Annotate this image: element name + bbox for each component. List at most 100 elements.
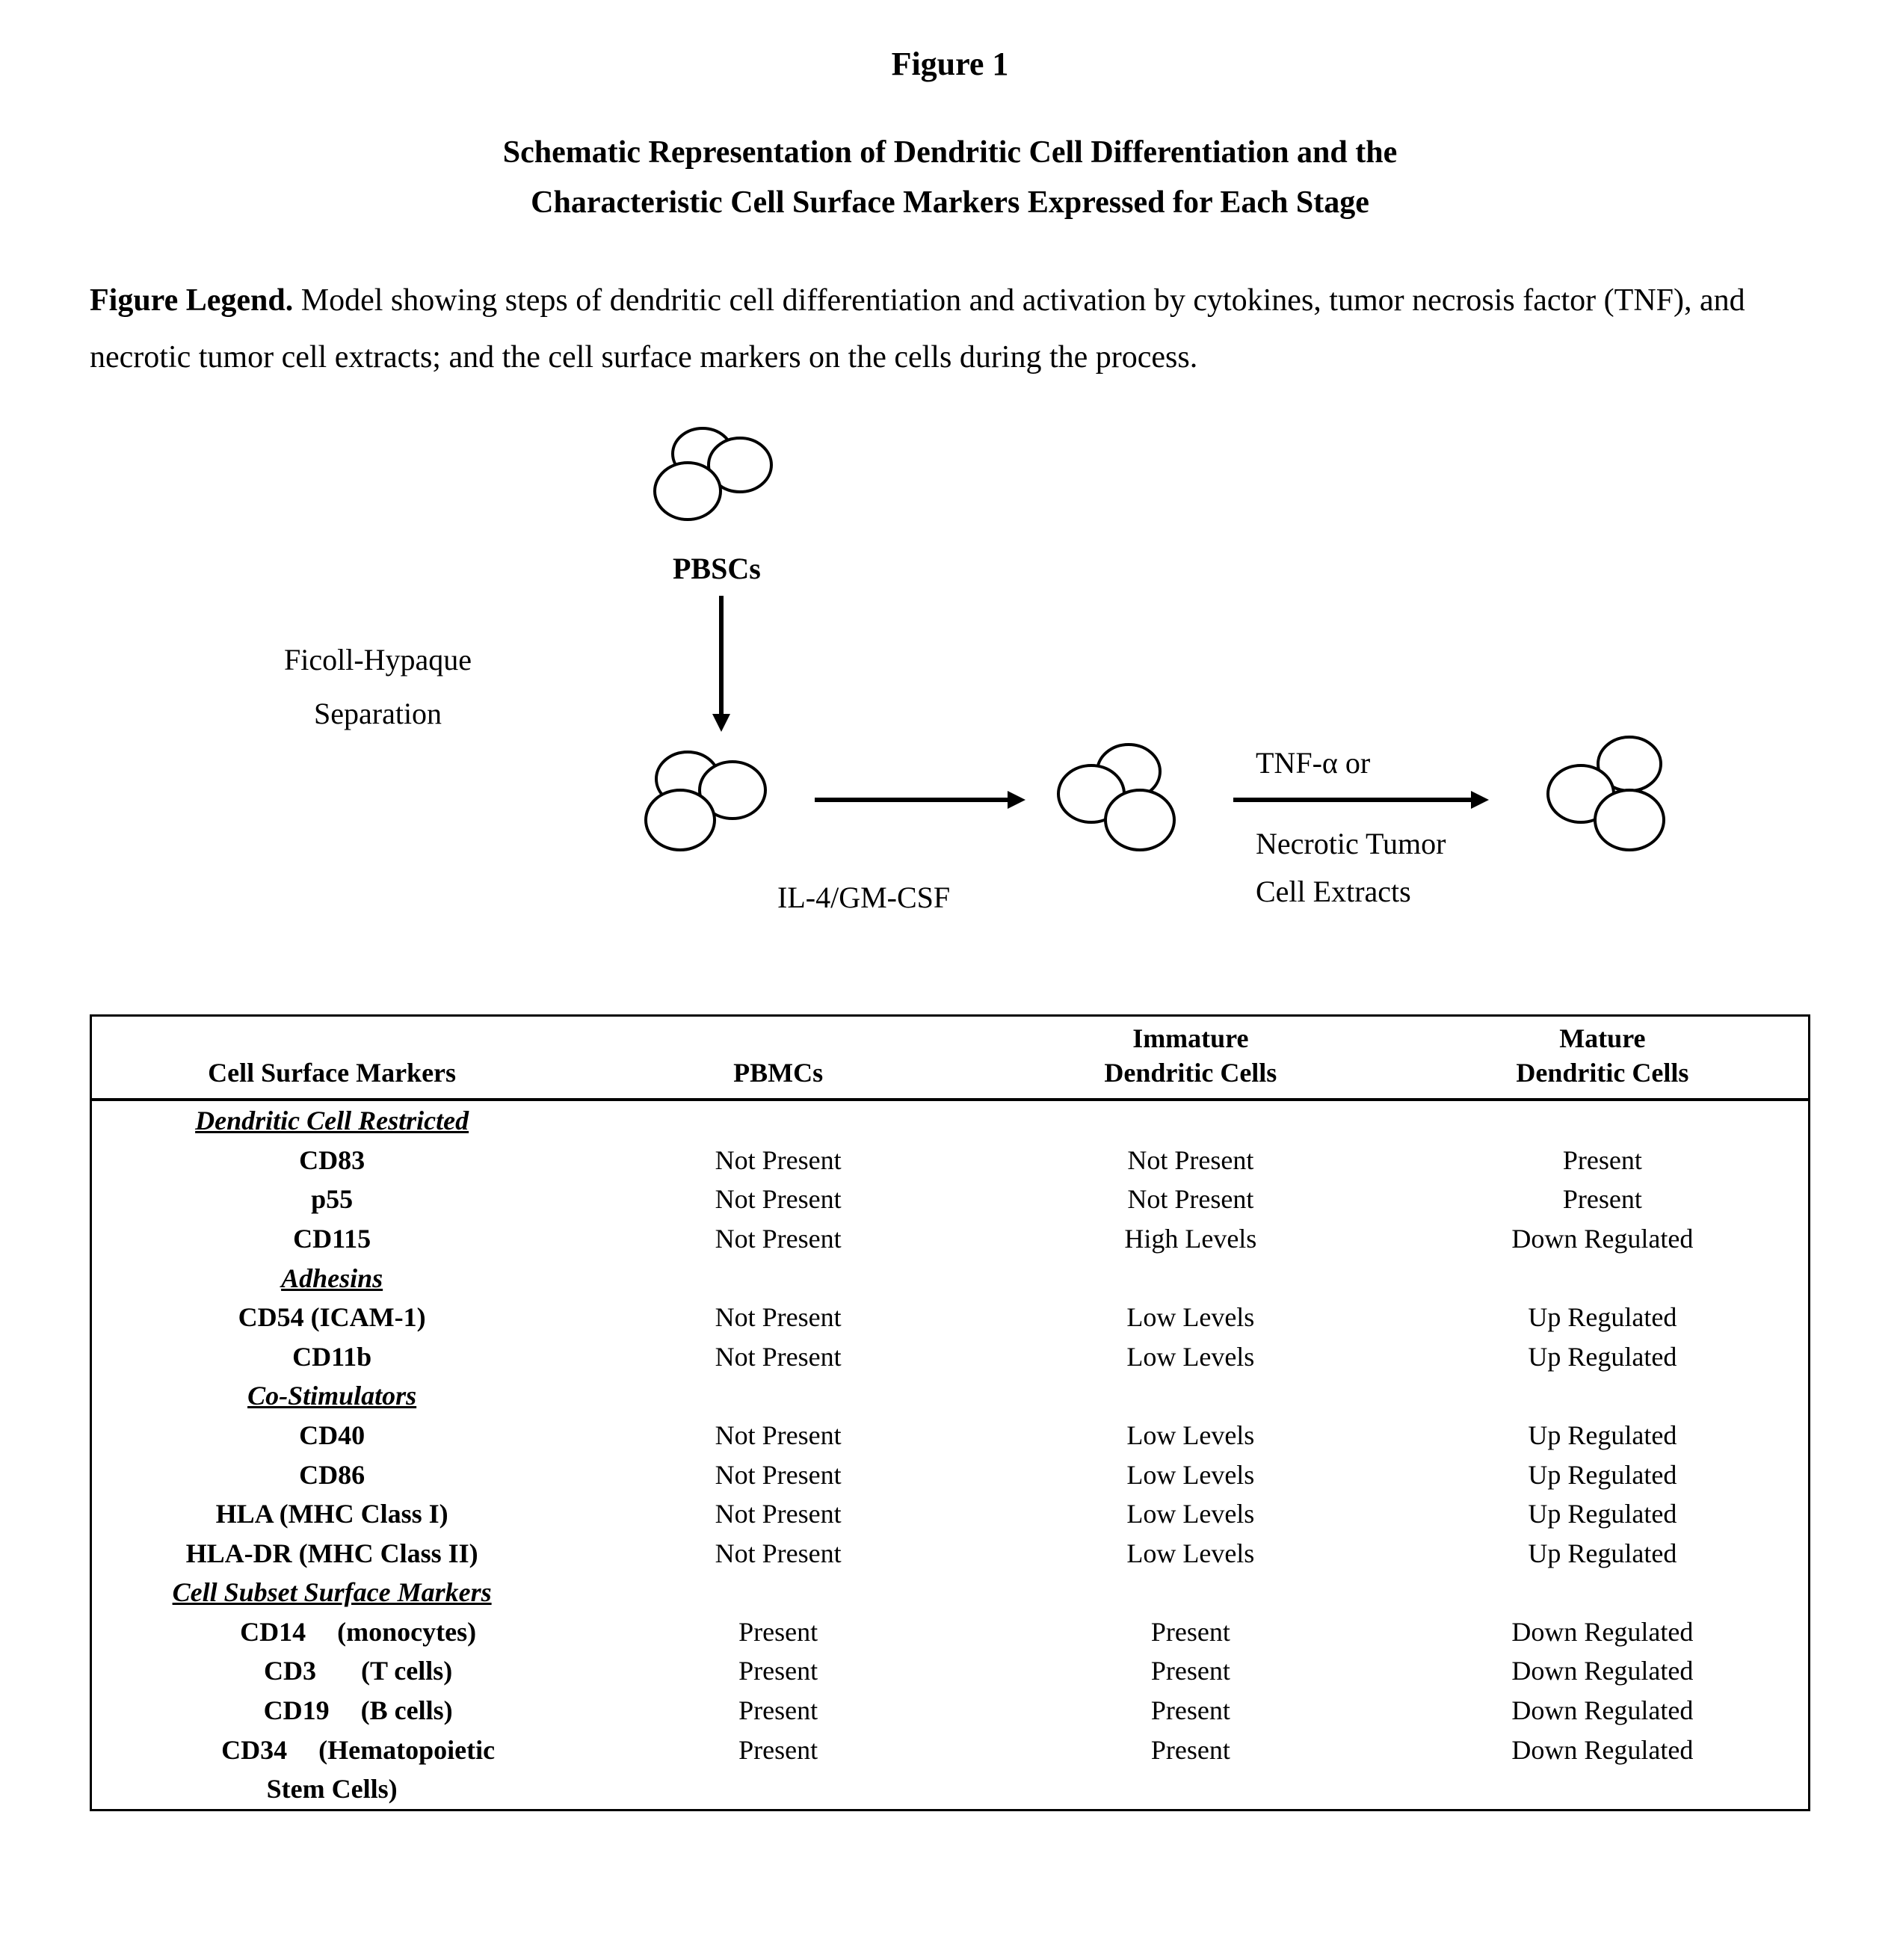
table-row: HLA (MHC Class I)Not PresentLow LevelsUp… — [91, 1494, 1810, 1534]
figure-title: Figure 1 — [90, 45, 1810, 83]
header-markers: Cell Surface Markers — [91, 1015, 573, 1100]
empty-cell — [572, 1769, 984, 1810]
value-cell: Not Present — [984, 1141, 1397, 1180]
cell-cluster-immature — [1046, 738, 1196, 857]
header-mature: Mature Dendritic Cells — [1397, 1015, 1810, 1100]
legend-label: Figure Legend. — [90, 283, 293, 318]
group-title-cell: Dendritic Cell Restricted — [91, 1100, 573, 1141]
group-title-cell: Adhesins — [91, 1259, 573, 1298]
pbscs-label: PBSCs — [673, 551, 761, 586]
arrow-right-1 — [815, 798, 1009, 802]
figure-subtitle: Schematic Representation of Dendritic Ce… — [90, 128, 1810, 228]
cell-cluster-pbscs — [643, 424, 792, 528]
marker-cell: CD115 — [91, 1219, 573, 1259]
marker-cell: p55 — [91, 1180, 573, 1219]
table-group-header: Dendritic Cell Restricted — [91, 1100, 1810, 1141]
value-cell: Not Present — [572, 1494, 984, 1534]
group-title-cell: Co-Stimulators — [91, 1376, 573, 1416]
table-row: CD54 (ICAM-1)Not PresentLow LevelsUp Reg… — [91, 1298, 1810, 1337]
value-cell: Present — [984, 1651, 1397, 1691]
table-group-header: Adhesins — [91, 1259, 1810, 1298]
table-row: CD34(HematopoieticPresentPresentDown Reg… — [91, 1731, 1810, 1770]
marker-cell: CD40 — [91, 1416, 573, 1455]
ficoll-label: Ficoll-Hypaque Separation — [284, 633, 472, 741]
arrow-down-head — [712, 714, 730, 732]
marker-cell: CD3(T cells) — [91, 1651, 573, 1691]
empty-cell — [572, 1573, 984, 1612]
marker-cell: CD19(B cells) — [91, 1691, 573, 1731]
table-row: CD19(B cells)PresentPresentDown Regulate… — [91, 1691, 1810, 1731]
value-cell: Low Levels — [984, 1337, 1397, 1377]
empty-cell — [984, 1100, 1397, 1141]
value-cell: Present — [1397, 1141, 1810, 1180]
header-mature-l2: Dendritic Cells — [1516, 1058, 1688, 1088]
marker-cell: HLA (MHC Class I) — [91, 1494, 573, 1534]
value-cell: Not Present — [572, 1180, 984, 1219]
value-cell: Up Regulated — [1397, 1298, 1810, 1337]
table-row: CD83Not PresentNot PresentPresent — [91, 1141, 1810, 1180]
value-cell: Present — [984, 1691, 1397, 1731]
table-body: Dendritic Cell RestrictedCD83Not Present… — [91, 1100, 1810, 1810]
necrotic-label: Necrotic Tumor Cell Extracts — [1256, 820, 1446, 916]
header-immature-l2: Dendritic Cells — [1104, 1058, 1277, 1088]
cell-cluster-mature — [1525, 730, 1682, 857]
marker-cell: CD83 — [91, 1141, 573, 1180]
table-row: CD11bNot PresentLow LevelsUp Regulated — [91, 1337, 1810, 1377]
value-cell: Not Present — [572, 1534, 984, 1574]
value-cell: Down Regulated — [1397, 1219, 1810, 1259]
table-group-header: Cell Subset Surface Markers — [91, 1573, 1810, 1612]
marker-note2-cell: Stem Cells) — [91, 1769, 573, 1810]
table-row: CD86Not PresentLow LevelsUp Regulated — [91, 1455, 1810, 1495]
value-cell: Low Levels — [984, 1298, 1397, 1337]
il4-label: IL-4/GM-CSF — [777, 880, 950, 915]
value-cell: Not Present — [984, 1180, 1397, 1219]
empty-cell — [984, 1769, 1397, 1810]
table-row: HLA-DR (MHC Class II)Not PresentLow Leve… — [91, 1534, 1810, 1574]
value-cell: High Levels — [984, 1219, 1397, 1259]
table-row: p55Not PresentNot PresentPresent — [91, 1180, 1810, 1219]
marker-cell: HLA-DR (MHC Class II) — [91, 1534, 573, 1574]
header-immature: Immature Dendritic Cells — [984, 1015, 1397, 1100]
table-row: CD14(monocytes)PresentPresentDown Regula… — [91, 1612, 1810, 1652]
value-cell: Up Regulated — [1397, 1416, 1810, 1455]
necrotic-line-1: Necrotic Tumor — [1256, 827, 1446, 860]
empty-cell — [1397, 1573, 1810, 1612]
value-cell: Present — [572, 1691, 984, 1731]
arrow-right-1-head — [1008, 791, 1025, 809]
value-cell: Not Present — [572, 1455, 984, 1495]
marker-cell: CD11b — [91, 1337, 573, 1377]
ficoll-line-1: Ficoll-Hypaque — [284, 643, 472, 677]
empty-cell — [984, 1573, 1397, 1612]
empty-cell — [984, 1259, 1397, 1298]
empty-cell — [1397, 1259, 1810, 1298]
arrow-right-2-head — [1471, 791, 1489, 809]
value-cell: Low Levels — [984, 1494, 1397, 1534]
value-cell: Not Present — [572, 1298, 984, 1337]
value-cell: Present — [572, 1651, 984, 1691]
marker-cell: CD86 — [91, 1455, 573, 1495]
empty-cell — [984, 1376, 1397, 1416]
value-cell: Not Present — [572, 1219, 984, 1259]
group-title-cell: Cell Subset Surface Markers — [91, 1573, 573, 1612]
subtitle-line-2: Characteristic Cell Surface Markers Expr… — [531, 185, 1369, 220]
figure-legend: Figure Legend. Model showing steps of de… — [90, 273, 1810, 386]
table-row: CD3(T cells)PresentPresentDown Regulated — [91, 1651, 1810, 1691]
empty-cell — [572, 1259, 984, 1298]
header-mature-l1: Mature — [1559, 1023, 1645, 1053]
marker-cell: CD54 (ICAM-1) — [91, 1298, 573, 1337]
value-cell: Up Regulated — [1397, 1534, 1810, 1574]
table-group-header: Co-Stimulators — [91, 1376, 1810, 1416]
value-cell: Down Regulated — [1397, 1731, 1810, 1770]
value-cell: Up Regulated — [1397, 1455, 1810, 1495]
value-cell: Present — [1397, 1180, 1810, 1219]
value-cell: Low Levels — [984, 1534, 1397, 1574]
value-cell: Up Regulated — [1397, 1494, 1810, 1534]
legend-text: Model showing steps of dendritic cell di… — [90, 283, 1745, 375]
value-cell: Present — [572, 1731, 984, 1770]
value-cell: Not Present — [572, 1416, 984, 1455]
marker-cell: CD34(Hematopoietic — [91, 1731, 573, 1770]
empty-cell — [1397, 1100, 1810, 1141]
value-cell: Present — [984, 1612, 1397, 1652]
tnf-label: TNF-α or — [1256, 745, 1370, 780]
empty-cell — [572, 1100, 984, 1141]
